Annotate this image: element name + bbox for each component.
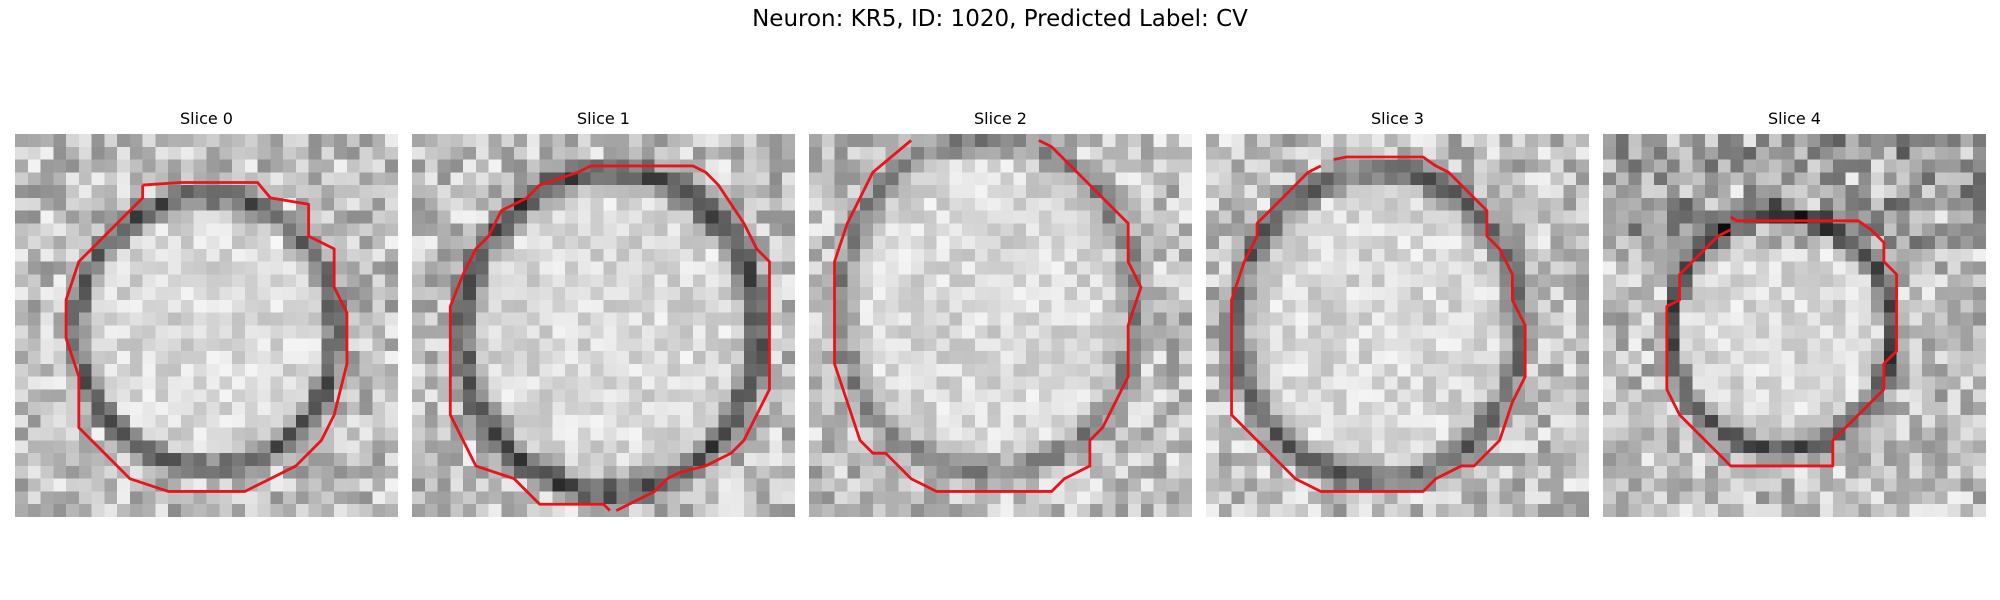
slice-panel-1: Slice 1 (412, 108, 795, 517)
segmentation-contour (448, 164, 771, 512)
slice-title: Slice 1 (577, 109, 630, 128)
grayscale-pixel-grid (1206, 134, 1589, 517)
slice-image (1206, 134, 1589, 517)
slice-title: Slice 0 (180, 109, 233, 128)
slice-panel-0: Slice 0 (15, 108, 398, 517)
grayscale-pixel-grid (1603, 134, 1986, 517)
slice-panel-4: Slice 4 (1603, 108, 1986, 517)
grayscale-pixel-grid (412, 134, 795, 517)
grayscale-pixel-grid (809, 134, 1192, 517)
segmentation-contour (1665, 215, 1899, 468)
slice-panel-2: Slice 2 (809, 108, 1192, 517)
slice-title: Slice 4 (1768, 109, 1821, 128)
slice-image (15, 134, 398, 517)
segmentation-contour (833, 139, 1143, 493)
slice-title: Slice 3 (1371, 109, 1424, 128)
figure-title: Neuron: KR5, ID: 1020, Predicted Label: … (752, 6, 1248, 32)
slice-image (1603, 134, 1986, 517)
slice-image (412, 134, 795, 517)
grayscale-pixel-grid (15, 134, 398, 517)
segmentation-contour (64, 181, 349, 493)
segmentation-contour (1230, 155, 1527, 493)
slice-panel-3: Slice 3 (1206, 108, 1589, 517)
slice-image (809, 134, 1192, 517)
slice-title: Slice 2 (974, 109, 1027, 128)
